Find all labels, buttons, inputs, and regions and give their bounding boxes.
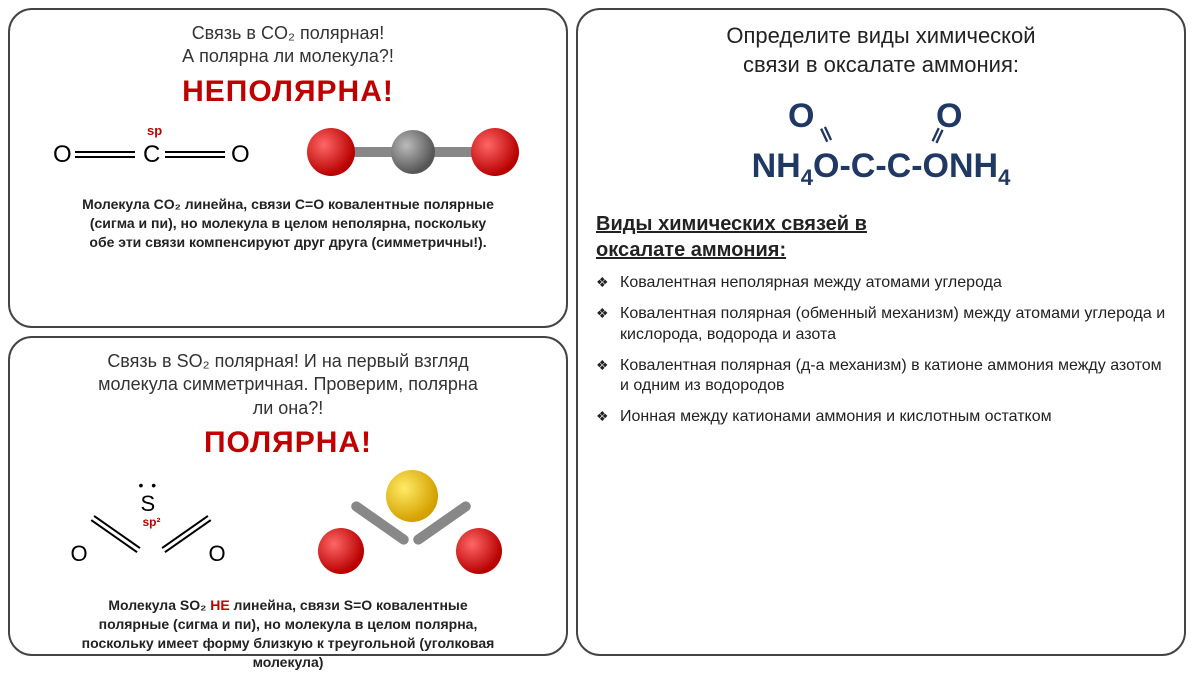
atom-o: O — [231, 141, 250, 169]
atom-o: O — [209, 541, 226, 567]
so2-3d-model — [306, 468, 516, 588]
text: полярные (сигма и пи), но молекула в цел… — [99, 616, 478, 632]
panel-co2: Связь в CO₂ полярная! А полярна ли молек… — [8, 8, 568, 328]
so2-structures: • • S sp² O O — [28, 468, 548, 588]
double-bond — [165, 151, 225, 153]
bonds-list: Ковалентная неполярная между атомами угл… — [596, 273, 1166, 428]
carbon-sphere — [391, 130, 435, 174]
so2-lewis: • • S sp² O O — [61, 483, 241, 573]
oxalate-title: Определите виды химической связи в оксал… — [596, 22, 1166, 79]
double-bond-sym: ‖ — [817, 125, 833, 149]
text: Молекула SO₂ — [108, 597, 210, 613]
atom-o: O — [53, 141, 72, 169]
list-item: Ковалентная полярная (д-а механизм) в ка… — [596, 356, 1166, 398]
double-bond — [161, 515, 208, 549]
text: оксалате аммония: — [596, 239, 786, 261]
text: Связь в CO₂ полярная! — [192, 23, 385, 43]
list-item: Ионная между катионами аммония и кислотн… — [596, 407, 1166, 428]
text: связи в оксалате аммония: — [743, 52, 1019, 77]
co2-lewis: sp O C O — [53, 117, 253, 187]
co2-3d-model — [303, 117, 523, 187]
text: поскольку имеет форму близкую к треуголь… — [82, 635, 495, 651]
co2-structures: sp O C O — [28, 117, 548, 187]
panel-oxalate: Определите виды химической связи в оксал… — [576, 8, 1186, 656]
text: линейна, связи S=O ковалентные — [230, 597, 468, 613]
so2-question: Связь в SO₂ полярная! И на первый взгляд… — [28, 350, 548, 420]
text: Молекула CO₂ линейна, связи C=O ковалент… — [82, 196, 494, 212]
so2-description: Молекула SO₂ НЕ линейна, связи S=O ковал… — [28, 596, 548, 672]
text: ли она?! — [253, 398, 324, 418]
atom-o: O — [788, 97, 814, 136]
text: (сигма и пи), но молекула в целом неполя… — [90, 215, 486, 231]
co2-question: Связь в CO₂ полярная! А полярна ли молек… — [28, 22, 548, 69]
so2-headline: ПОЛЯРНА! — [28, 426, 548, 460]
text-red: НЕ — [210, 597, 229, 613]
sp-label: sp — [147, 123, 162, 138]
atom-c: C — [143, 141, 160, 169]
co2-description: Молекула CO₂ линейна, связи C=O ковалент… — [28, 195, 548, 252]
atom-s: S — [141, 491, 156, 517]
oxygen-sphere — [471, 128, 519, 176]
double-bond — [75, 151, 135, 153]
double-bond — [93, 515, 140, 549]
text: обе эти связи компенсируют друг друга (с… — [89, 234, 486, 250]
oxygen-sphere — [456, 528, 502, 574]
oxygen-sphere — [307, 128, 355, 176]
text: Определите виды химической — [726, 23, 1035, 48]
text: Связь в SO₂ полярная! И на первый взгляд — [107, 351, 468, 371]
panel-so2: Связь в SO₂ полярная! И на первый взгляд… — [8, 336, 568, 656]
text: Виды химических связей в — [596, 213, 867, 235]
text: А полярна ли молекула?! — [182, 46, 394, 66]
sp2-label: sp² — [143, 515, 161, 529]
double-bond-sym: ‖ — [927, 125, 943, 149]
oxalate-formula: O O ‖ ‖ NH4O-C-C-ONH4 — [596, 97, 1166, 187]
oxygen-sphere — [318, 528, 364, 574]
sulfur-sphere — [386, 470, 438, 522]
list-item: Ковалентная неполярная между атомами угл… — [596, 273, 1166, 294]
text: молекула) — [253, 654, 324, 670]
bonds-section-title: Виды химических связей в оксалате аммони… — [596, 211, 1166, 263]
list-item: Ковалентная полярная (обменный механизм)… — [596, 304, 1166, 346]
atom-o: O — [71, 541, 88, 567]
formula-main: NH4O-C-C-ONH4 — [596, 147, 1166, 191]
co2-headline: НЕПОЛЯРНА! — [28, 75, 548, 109]
text: молекула симметричная. Проверим, полярна — [98, 374, 478, 394]
